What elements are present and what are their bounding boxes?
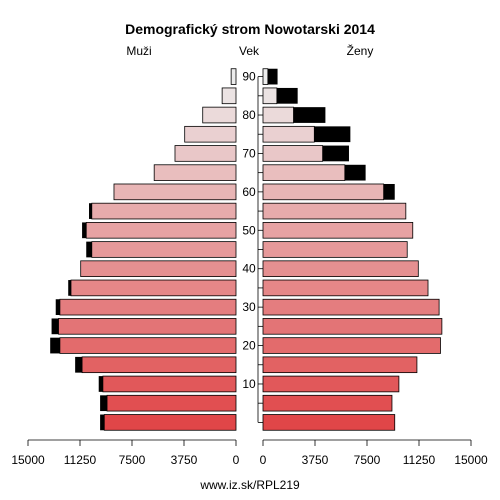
chart-title: Demografický strom Nowotarski 2014 (125, 21, 375, 37)
men-bar-45-49 (91, 241, 237, 258)
men-excess-55-59 (89, 203, 92, 219)
men-excess-45-49 (86, 241, 92, 258)
men-bar-60-64 (113, 183, 237, 201)
women-bar-45-49 (262, 241, 408, 258)
men-bars (50, 68, 237, 431)
women-bar-85-89 (262, 87, 278, 105)
women-bar-70-74 (262, 145, 324, 162)
women-bar-10-14 (262, 375, 400, 393)
men-x-tick-label: 15000 (11, 453, 45, 467)
men-x-tick-label: 7500 (119, 453, 146, 467)
women-excess-75-79 (314, 126, 351, 143)
men-bar-25-29 (58, 318, 237, 335)
age-tick-label: 50 (242, 223, 256, 237)
men-excess-15-19 (75, 356, 83, 373)
women-bar-65-69 (262, 164, 346, 181)
men-label: Muži (126, 44, 151, 58)
women-bar-80-84 (262, 106, 294, 124)
women-x-tick-label: 0 (260, 453, 267, 467)
age-axis: 10 20 30 40 50 60 70 80 90 (242, 70, 263, 423)
women-bar-90+ (262, 68, 269, 85)
men-bar-75-79 (184, 125, 237, 143)
men-bar-80-84 (202, 106, 237, 124)
men-bar-50-54 (85, 222, 237, 239)
age-tick-label: 20 (242, 339, 256, 353)
women-bars (262, 68, 443, 431)
women-excess-85-89 (276, 87, 298, 104)
age-tick-label: 10 (242, 377, 256, 391)
age-tick-label: 70 (242, 146, 256, 160)
women-x-tick-label: 3750 (302, 453, 329, 467)
men-excess-10-14 (98, 376, 103, 392)
source-footer: www.iz.sk/RPL219 (199, 478, 300, 492)
women-x-tick-label: 15000 (454, 453, 488, 467)
women-bar-20-24 (262, 337, 441, 354)
women-x-tick-label: 11250 (403, 453, 436, 467)
women-x-axis: 0 3750 7500 11250 15000 (260, 439, 488, 467)
women-bar-75-79 (262, 125, 315, 143)
women-bar-30-34 (262, 298, 440, 316)
women-excess-70-74 (322, 145, 349, 162)
women-bar-5-9 (262, 394, 393, 412)
men-bar-65-69 (153, 164, 237, 181)
men-bar-0-4 (103, 414, 237, 431)
women-excess-80-84 (293, 107, 326, 123)
men-excess-5-9 (100, 395, 108, 412)
women-bar-50-54 (262, 222, 414, 239)
men-bar-20-24 (59, 337, 237, 354)
age-tick-label: 90 (242, 70, 256, 84)
women-bar-15-19 (262, 356, 418, 374)
men-bar-40-44 (80, 260, 237, 277)
women-bar-40-44 (262, 260, 419, 277)
men-bar-85-89 (221, 87, 237, 105)
women-excess-65-69 (344, 164, 366, 181)
women-label: Ženy (347, 43, 374, 58)
men-excess-0-4 (100, 414, 105, 431)
men-bar-90+ (230, 68, 237, 85)
men-x-tick-label: 3750 (171, 453, 198, 467)
men-bar-55-59 (91, 202, 237, 220)
women-excess-60-64 (383, 183, 395, 200)
men-bar-30-34 (59, 298, 237, 316)
men-excess-25-29 (51, 318, 59, 335)
age-tick-label: 60 (242, 185, 256, 199)
men-bar-15-19 (81, 356, 237, 374)
women-bar-60-64 (262, 183, 385, 201)
age-tick-label: 30 (242, 300, 256, 314)
men-excess-35-39 (68, 280, 71, 296)
women-bar-25-29 (262, 318, 443, 335)
men-x-tick-label: 0 (233, 453, 240, 467)
men-excess-30-34 (55, 299, 60, 316)
women-bar-0-4 (262, 414, 396, 431)
men-bar-70-74 (174, 145, 237, 162)
men-bar-35-39 (70, 279, 237, 297)
men-excess-50-54 (82, 222, 87, 239)
age-tick-label: 80 (242, 108, 256, 122)
men-x-tick-label: 11250 (64, 453, 97, 467)
men-x-axis: 15000 11250 7500 3750 0 (11, 439, 240, 467)
men-bar-5-9 (106, 394, 237, 412)
age-label: Vek (239, 44, 260, 58)
women-bar-55-59 (262, 202, 407, 220)
women-excess-90+ (267, 68, 278, 85)
women-bar-35-39 (262, 279, 429, 297)
men-bar-10-14 (102, 375, 237, 393)
age-tick-label: 40 (242, 262, 256, 276)
women-x-tick-label: 7500 (354, 453, 381, 467)
men-excess-20-24 (50, 337, 60, 354)
